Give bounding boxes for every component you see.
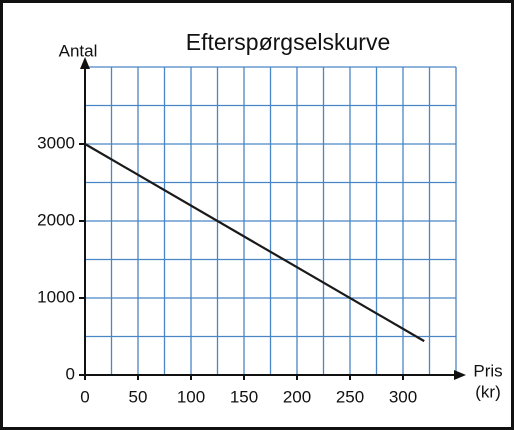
x-tick-label: 200 [283,387,311,406]
x-axis-label: (kr) [475,382,500,401]
x-tick-label: 0 [80,387,89,406]
y-tick-label: 3000 [37,133,75,152]
y-axis-label: Antal [59,41,98,60]
y-tick-label: 0 [66,364,75,383]
x-tick-label: 250 [336,387,364,406]
y-tick-label: 1000 [37,287,75,306]
x-tick-label: 50 [129,387,148,406]
x-axis-label: Pris [473,361,502,380]
y-axis-arrow [80,57,90,69]
x-axis-arrow [454,370,466,380]
chart-title: Efterspørgselskurve [186,29,391,55]
x-tick-label: 100 [177,387,205,406]
x-tick-label: 300 [389,387,417,406]
x-tick-label: 150 [230,387,258,406]
y-tick-label: 2000 [37,210,75,229]
demand-line [84,143,425,343]
